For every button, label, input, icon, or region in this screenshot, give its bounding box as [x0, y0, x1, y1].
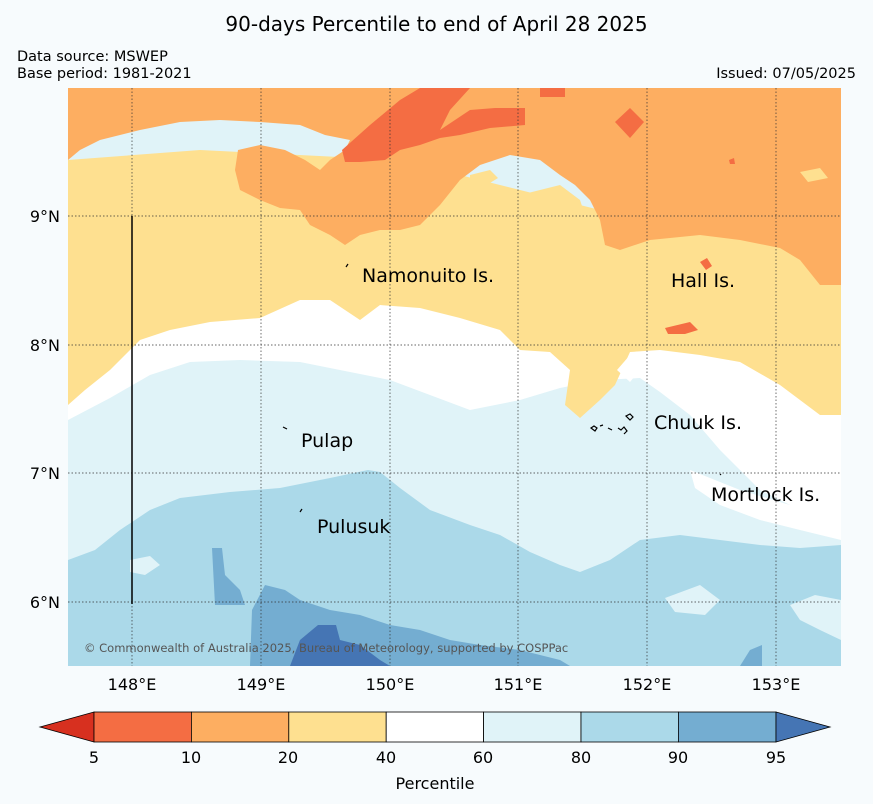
- band-5-10-strip: [540, 88, 565, 97]
- place-label-chuuk: Chuuk Is.: [654, 412, 742, 434]
- colorbar-segment-60-80: [483, 711, 582, 743]
- band-10-20: [68, 88, 841, 285]
- band-20-40-patch: [515, 185, 590, 232]
- colorbar-tick-label: 20: [278, 748, 298, 767]
- band-60-80-patch: [130, 556, 160, 575]
- colorbar-tick-label: 80: [571, 748, 591, 767]
- band-above-95: [290, 625, 390, 666]
- base-period-label: Base period: 1981-2021: [17, 66, 192, 82]
- colorbar-tick-label: 90: [668, 748, 688, 767]
- band-5-10-patch: [615, 108, 644, 138]
- x-tick-label: 149°E: [237, 675, 286, 694]
- colorbar: [38, 711, 832, 743]
- island-marks: [282, 263, 722, 513]
- map-title: 90-days Percentile to end of April 28 20…: [225, 12, 648, 36]
- band-20-40-patch: [800, 168, 828, 182]
- y-axis: 9°N 8°N 7°N 6°N: [30, 207, 60, 612]
- x-tick-label: 148°E: [108, 675, 157, 694]
- colorbar-segment-90-95: [678, 711, 777, 743]
- colorbar-tick-label: 95: [766, 748, 786, 767]
- band-40-60-notch: [617, 355, 640, 382]
- band-5-10-dot: [700, 258, 712, 270]
- place-label-mortlock: Mortlock Is.: [711, 484, 820, 506]
- issued-date-label: Issued: 07/05/2025: [716, 66, 856, 82]
- colorbar-segment-10-20: [190, 711, 290, 743]
- band-5-10-north: [342, 88, 525, 162]
- place-label-hall: Hall Is.: [671, 270, 735, 292]
- y-tick-label: 8°N: [30, 336, 60, 355]
- colorbar-label: Percentile: [396, 774, 475, 793]
- place-label-namonuito: Namonuito Is.: [362, 265, 494, 287]
- band-90-95-west: [212, 548, 245, 605]
- y-tick-label: 6°N: [30, 593, 60, 612]
- place-label-pulap: Pulap: [301, 430, 353, 452]
- band-5-10-dot: [729, 158, 735, 164]
- colorbar-tick-label: 40: [376, 748, 396, 767]
- copyright-notice: © Commonwealth of Australia 2025, Bureau…: [84, 641, 568, 655]
- colorbar-tick-label: 5: [89, 748, 99, 767]
- colorbar-segment-40-60: [385, 711, 485, 743]
- band-90-95-east: [740, 645, 762, 666]
- colorbar-tick-label: 60: [473, 748, 493, 767]
- graticule: [68, 88, 841, 666]
- x-axis: 148°E 149°E 150°E 151°E 152°E 153°E: [108, 675, 801, 694]
- x-tick-label: 152°E: [623, 675, 672, 694]
- colorbar-ticks: 5 10 20 40 60 80 90 95: [89, 748, 786, 767]
- x-tick-label: 150°E: [366, 675, 415, 694]
- x-tick-label: 153°E: [752, 675, 801, 694]
- band-20-40-patch: [470, 170, 498, 186]
- place-label-pulusuk: Pulusuk: [317, 516, 390, 538]
- data-source-label: Data source: MSWEP: [17, 49, 168, 65]
- x-tick-label: 151°E: [494, 675, 543, 694]
- y-tick-label: 7°N: [30, 464, 60, 483]
- colorbar-segment-80-90: [580, 711, 679, 743]
- colorbar-segment-5-10: [93, 711, 192, 743]
- colorbar-tick-label: 10: [181, 748, 201, 767]
- band-40-60-mortlock: [690, 470, 841, 540]
- colorbar-extend-low: [38, 711, 95, 743]
- colorbar-extend-high: [775, 711, 832, 743]
- y-tick-label: 9°N: [30, 207, 60, 226]
- band-60-80-patch: [665, 585, 720, 615]
- band-60-80-patch: [790, 595, 841, 640]
- colorbar-segment-20-40: [288, 711, 387, 743]
- band-5-10-small: [665, 322, 698, 334]
- percentile-map: [68, 88, 841, 666]
